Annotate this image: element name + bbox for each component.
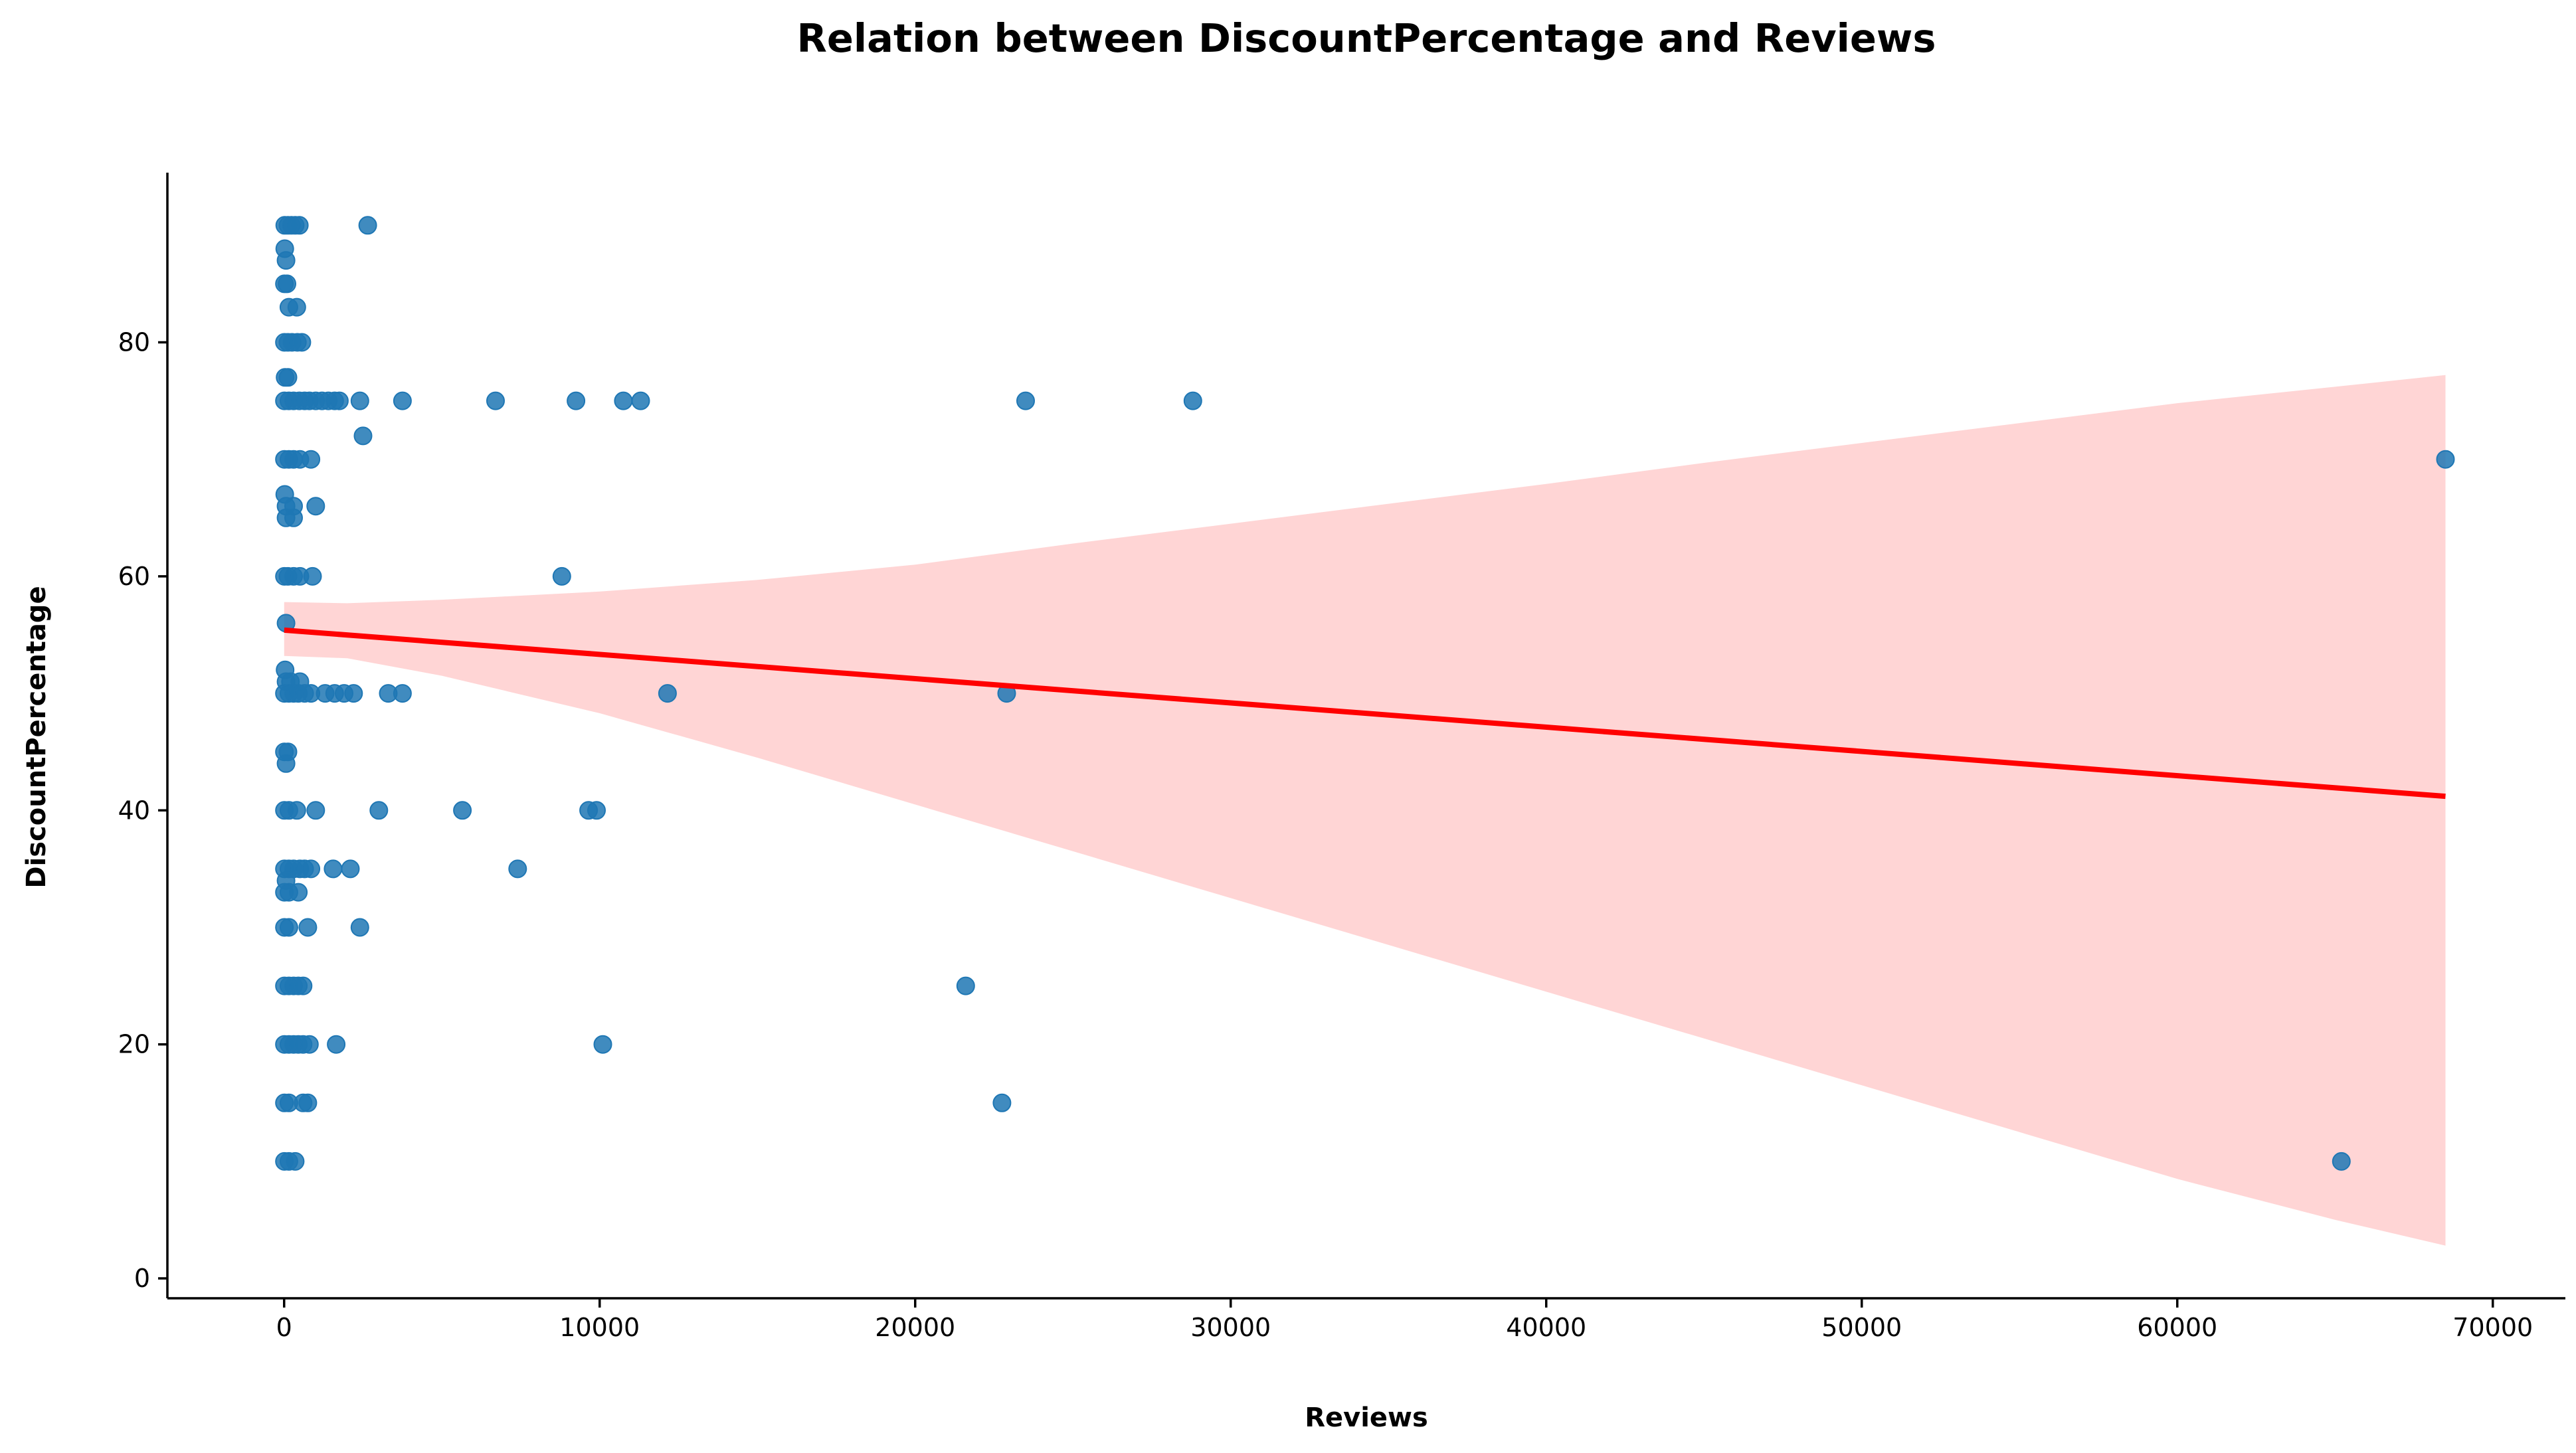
- data-point: [306, 497, 325, 516]
- data-point: [393, 391, 412, 410]
- confidence-band-layer: [284, 375, 2446, 1246]
- regression-line: [284, 627, 2446, 800]
- x-ticks-layer: 0 10000 20000 30000 40000 50000 60000 70000: [276, 1298, 2533, 1342]
- data-point: [614, 391, 633, 410]
- regression-line-layer: [284, 627, 2446, 800]
- data-point: [393, 684, 412, 703]
- x-tick-label: 60000: [2137, 1313, 2217, 1342]
- y-ticks-layer: 0 20 40 60 80: [118, 327, 167, 1293]
- data-point: [658, 684, 677, 703]
- data-point: [287, 801, 306, 820]
- y-tick-label: 40: [118, 796, 150, 825]
- confidence-band: [284, 375, 2446, 1246]
- data-point: [289, 883, 308, 902]
- data-point: [369, 801, 389, 820]
- data-point: [276, 251, 296, 270]
- y-tick-label: 0: [134, 1264, 150, 1293]
- data-point: [278, 368, 298, 387]
- data-point: [350, 918, 369, 937]
- chart-title: Relation between DiscountPercentage and …: [796, 15, 1936, 61]
- y-tick-label: 20: [118, 1030, 150, 1059]
- data-points-layer: [275, 216, 2455, 1171]
- x-tick-label: 0: [276, 1313, 292, 1342]
- x-tick-label: 50000: [1821, 1313, 1902, 1342]
- data-point: [2436, 450, 2455, 469]
- data-point: [294, 976, 313, 995]
- data-point: [567, 391, 586, 410]
- data-point: [302, 859, 321, 879]
- data-point: [453, 801, 472, 820]
- x-tick-label: 30000: [1190, 1313, 1271, 1342]
- data-point: [992, 1093, 1012, 1112]
- data-point: [284, 508, 303, 527]
- data-point: [287, 298, 306, 317]
- data-point: [1183, 391, 1202, 410]
- x-tick-label: 10000: [559, 1313, 640, 1342]
- data-point: [290, 216, 309, 235]
- data-point: [276, 754, 296, 773]
- data-point: [350, 391, 369, 410]
- data-point: [552, 566, 571, 586]
- data-point: [486, 391, 505, 410]
- axes-layer: [166, 173, 2565, 1300]
- data-point: [508, 859, 527, 879]
- data-point: [286, 1152, 305, 1171]
- data-point: [302, 450, 321, 469]
- data-point: [344, 684, 363, 703]
- x-axis-label: Reviews: [1305, 1403, 1428, 1433]
- data-point: [279, 918, 298, 937]
- data-point: [292, 333, 312, 352]
- data-point: [306, 801, 325, 820]
- y-tick-label: 80: [118, 327, 150, 357]
- x-tick-label: 20000: [875, 1313, 955, 1342]
- data-point: [587, 801, 606, 820]
- data-point: [300, 1035, 319, 1054]
- data-point: [298, 1093, 318, 1112]
- y-axis-label: DiscountPercentage: [21, 586, 52, 888]
- data-point: [278, 274, 296, 294]
- data-point: [329, 391, 349, 410]
- data-point: [358, 216, 377, 235]
- data-point: [956, 976, 975, 995]
- data-point: [341, 859, 360, 879]
- x-tick-label: 40000: [1506, 1313, 1586, 1342]
- data-point: [298, 918, 318, 937]
- data-point: [593, 1035, 612, 1054]
- data-point: [631, 391, 650, 410]
- y-tick-label: 60: [118, 562, 150, 591]
- data-point: [353, 426, 373, 446]
- data-point: [327, 1035, 346, 1054]
- data-point: [323, 859, 343, 879]
- x-tick-label: 70000: [2452, 1313, 2533, 1342]
- data-point: [1016, 391, 1035, 410]
- data-point: [303, 566, 322, 586]
- data-point: [2332, 1152, 2351, 1171]
